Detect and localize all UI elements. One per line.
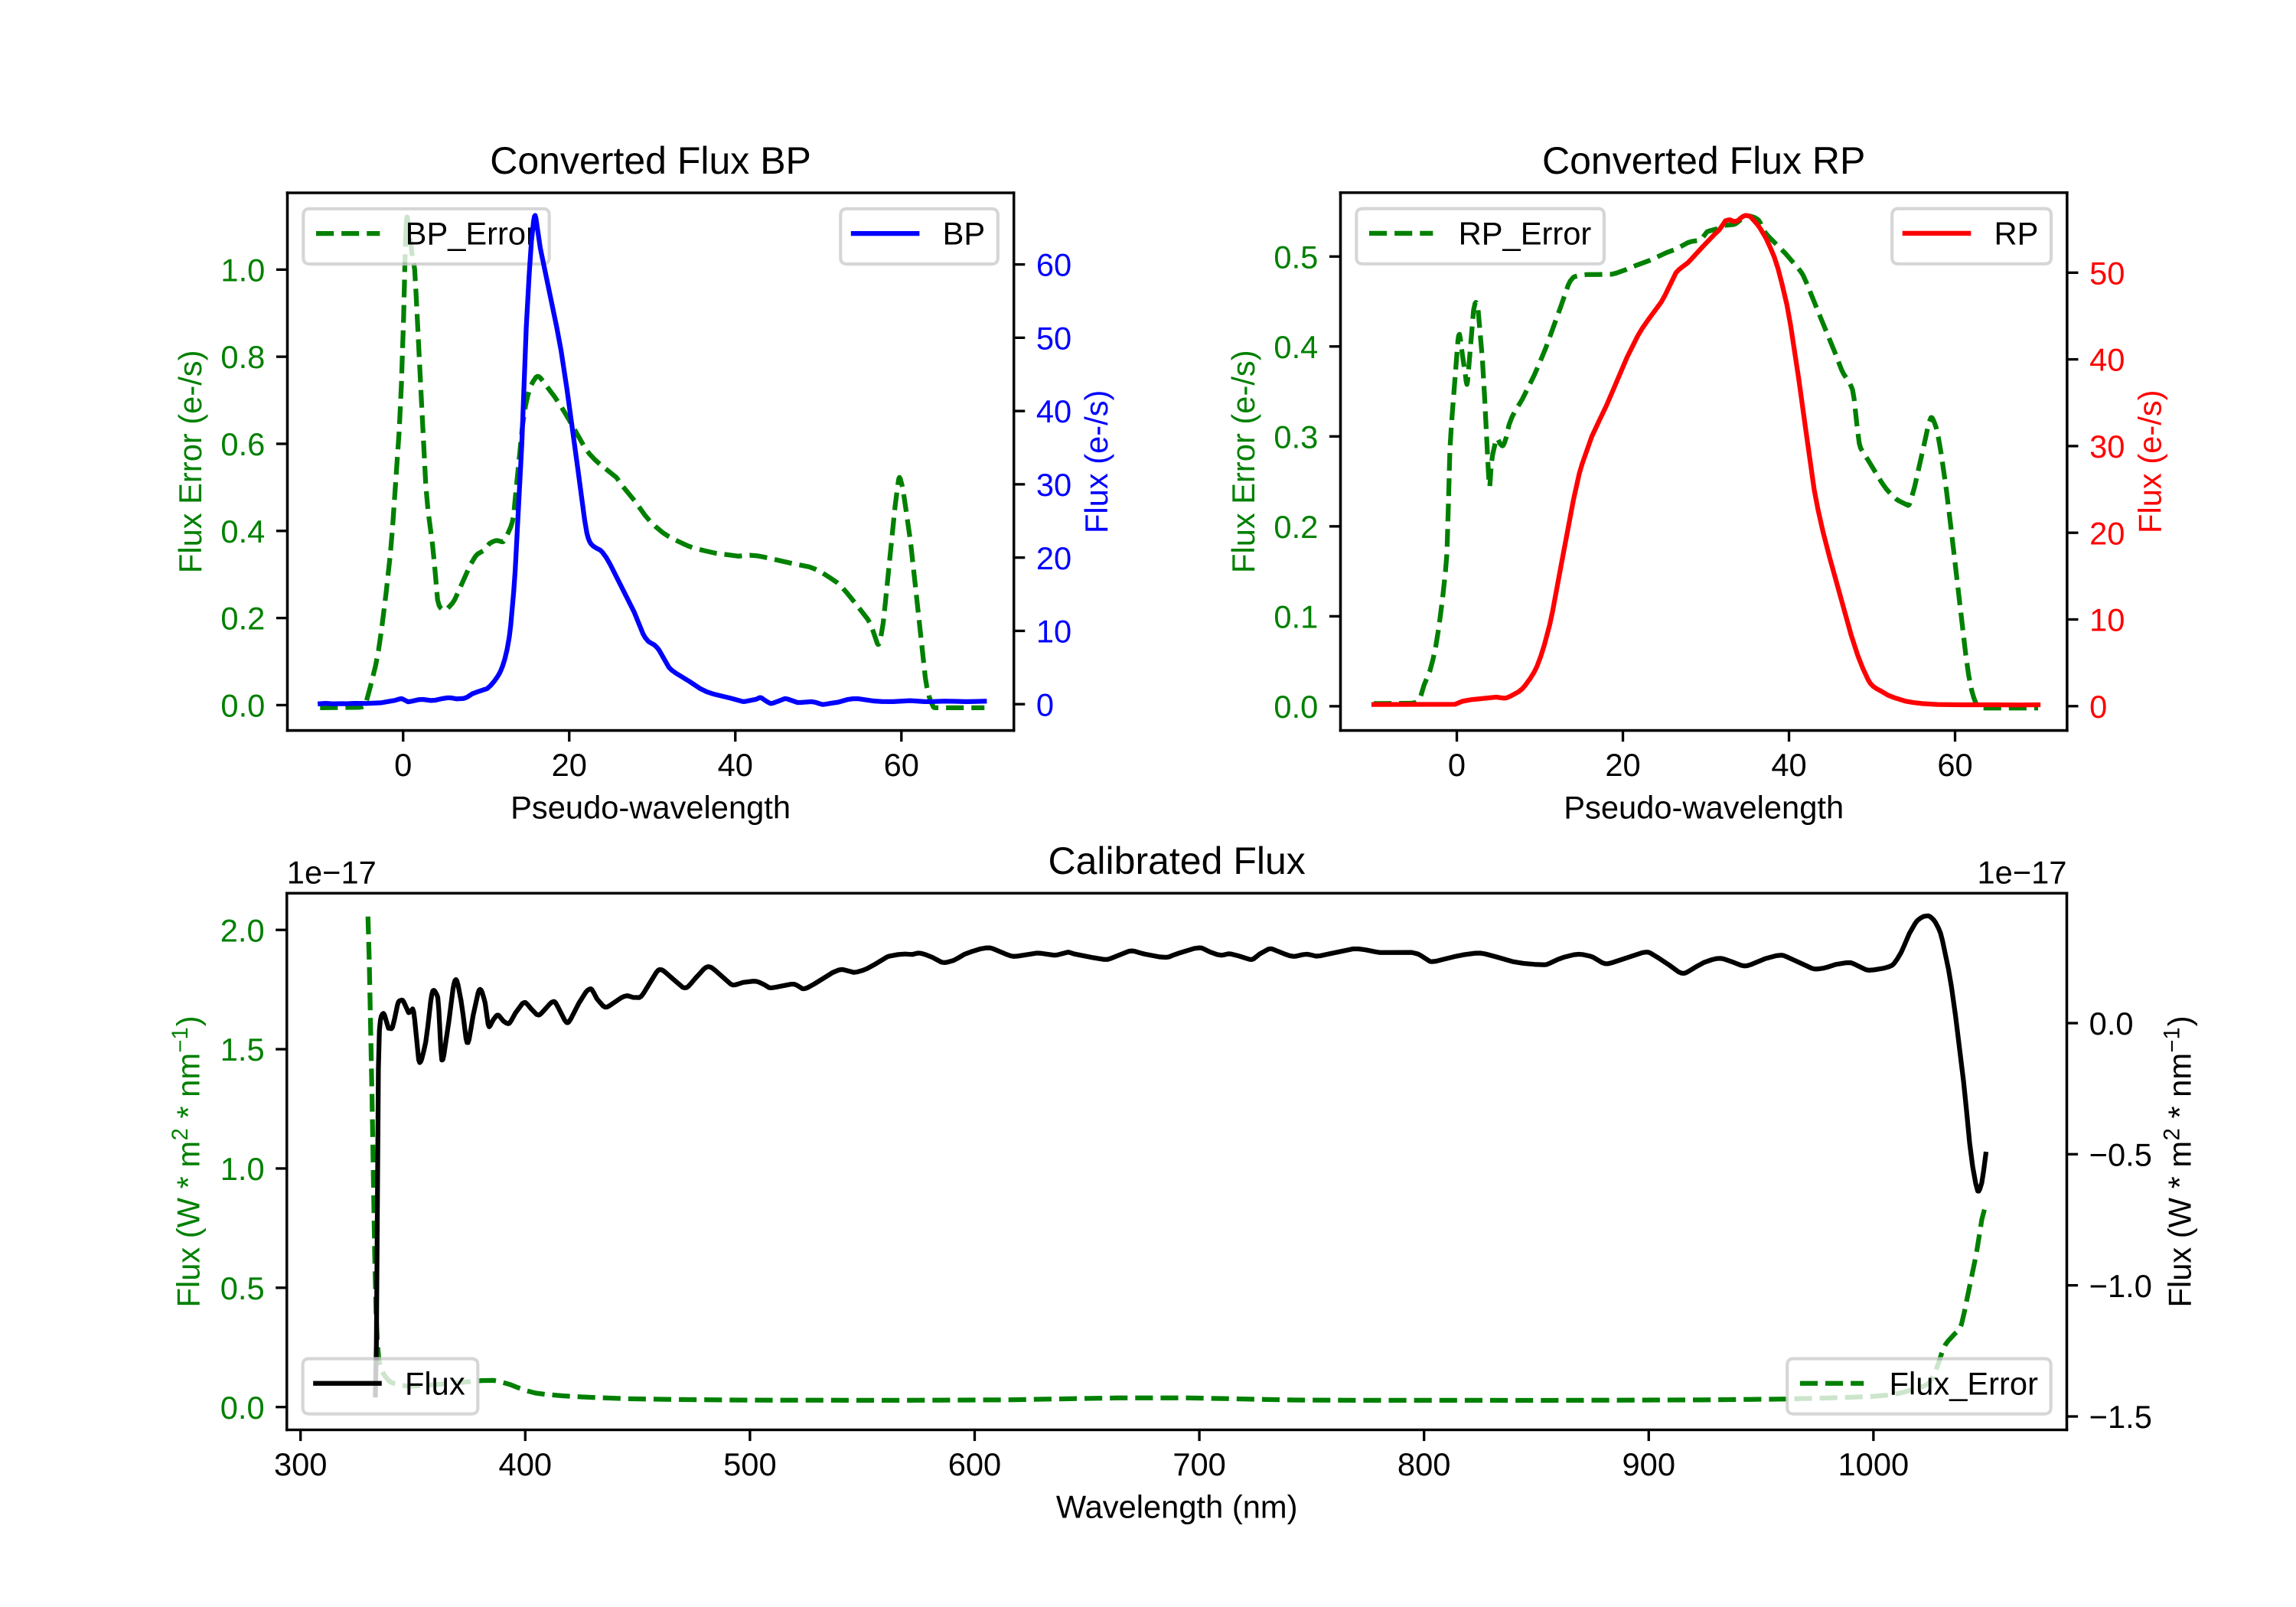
svg-text:40: 40	[2089, 342, 2125, 378]
svg-text:0.0: 0.0	[1274, 689, 1318, 725]
svg-text:0.4: 0.4	[220, 513, 265, 549]
svg-text:Flux Error (e-/s): Flux Error (e-/s)	[1225, 350, 1261, 573]
svg-text:1.5: 1.5	[220, 1032, 265, 1068]
svg-text:1000: 1000	[1838, 1446, 1910, 1482]
svg-text:50: 50	[2089, 255, 2125, 291]
svg-text:0.0: 0.0	[2089, 1006, 2134, 1041]
svg-text:60: 60	[1937, 747, 1972, 783]
svg-text:500: 500	[723, 1446, 777, 1482]
svg-text:800: 800	[1397, 1446, 1451, 1482]
svg-text:0.4: 0.4	[1274, 329, 1318, 365]
svg-text:300: 300	[274, 1446, 328, 1482]
svg-text:0.5: 0.5	[220, 1270, 265, 1306]
svg-text:0.5: 0.5	[1274, 239, 1318, 275]
svg-text:0: 0	[1036, 686, 1054, 722]
svg-text:Converted Flux RP: Converted Flux RP	[1542, 139, 1865, 182]
svg-text:0.1: 0.1	[1274, 598, 1318, 634]
svg-text:Calibrated Flux: Calibrated Flux	[1049, 839, 1306, 882]
svg-text:10: 10	[1036, 614, 1071, 650]
svg-text:900: 900	[1623, 1446, 1676, 1482]
svg-text:Converted Flux BP: Converted Flux BP	[490, 139, 811, 182]
svg-text:1e−17: 1e−17	[287, 855, 377, 891]
svg-text:F l u x: F l u x ( W * m * n m ) 2 − 1	[142, 1002, 210, 1308]
svg-text:F l u x: F l u x ( W * m * n m ) 2 − 1	[2134, 1002, 2202, 1308]
svg-text:1.0: 1.0	[220, 1151, 265, 1187]
svg-text:0.6: 0.6	[220, 426, 265, 462]
svg-text:20: 20	[2089, 515, 2125, 551]
svg-text:40: 40	[718, 747, 753, 783]
svg-text:0: 0	[1448, 747, 1466, 783]
svg-text:50: 50	[1036, 320, 1071, 356]
svg-text:30: 30	[1036, 467, 1071, 503]
svg-text:Flux (e-/s): Flux (e-/s)	[2131, 390, 2167, 533]
svg-text:RP: RP	[1994, 215, 2039, 251]
svg-text:Pseudo-wavelength: Pseudo-wavelength	[1564, 789, 1844, 825]
svg-text:0.3: 0.3	[1274, 419, 1318, 455]
svg-text:1.0: 1.0	[220, 252, 265, 288]
svg-text:20: 20	[552, 747, 587, 783]
svg-text:1e−17: 1e−17	[1978, 855, 2067, 891]
svg-text:−1.5: −1.5	[2089, 1399, 2152, 1435]
svg-text:0.8: 0.8	[220, 339, 265, 375]
svg-text:Pseudo-wavelength: Pseudo-wavelength	[510, 789, 791, 825]
svg-text:BP_Error: BP_Error	[406, 216, 536, 252]
svg-text:−1.0: −1.0	[2089, 1268, 2152, 1304]
svg-text:BP: BP	[943, 216, 986, 252]
svg-text:700: 700	[1172, 1446, 1226, 1482]
svg-text:0.0: 0.0	[220, 688, 265, 724]
svg-text:RP_Error: RP_Error	[1459, 215, 1592, 251]
svg-text:0.2: 0.2	[220, 601, 265, 637]
svg-text:40: 40	[1036, 393, 1071, 429]
svg-text:2.0: 2.0	[220, 912, 265, 948]
svg-text:0.0: 0.0	[220, 1390, 265, 1426]
svg-text:0.2: 0.2	[1274, 509, 1318, 545]
svg-text:400: 400	[499, 1446, 553, 1482]
svg-text:Flux: Flux	[405, 1365, 465, 1401]
svg-text:60: 60	[1036, 247, 1071, 283]
svg-text:Wavelength (nm): Wavelength (nm)	[1056, 1488, 1298, 1524]
svg-text:Flux Error (e-/s): Flux Error (e-/s)	[172, 350, 208, 574]
svg-text:20: 20	[1036, 540, 1071, 576]
svg-text:0: 0	[394, 747, 412, 783]
svg-text:0: 0	[2089, 689, 2107, 725]
svg-text:30: 30	[2089, 429, 2125, 464]
svg-text:600: 600	[948, 1446, 1002, 1482]
svg-text:Flux_Error: Flux_Error	[1890, 1365, 2039, 1401]
svg-text:40: 40	[1771, 747, 1806, 783]
svg-text:20: 20	[1605, 747, 1640, 783]
svg-text:10: 10	[2089, 602, 2125, 638]
svg-text:Flux (e-/s): Flux (e-/s)	[1078, 390, 1114, 533]
svg-text:60: 60	[884, 747, 919, 783]
svg-text:−0.5: −0.5	[2089, 1136, 2152, 1172]
